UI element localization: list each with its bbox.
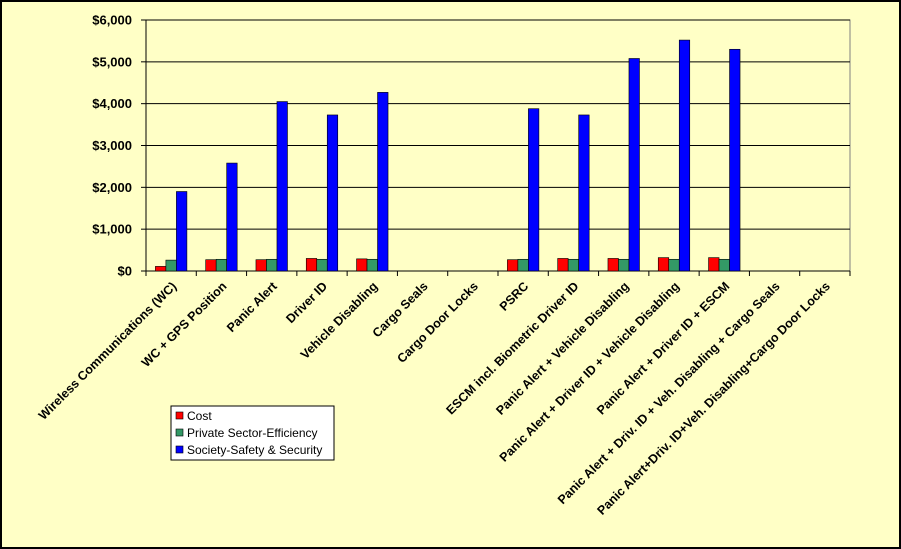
- bar-cost: [657, 257, 670, 272]
- bar-cost: [356, 258, 368, 272]
- bar-society-safety-security: [326, 114, 339, 272]
- bar-cost: [507, 259, 519, 272]
- y-tick-label: $2,000: [92, 180, 132, 195]
- legend: Cost Private Sector-Efficiency Society-Saf…: [170, 405, 335, 461]
- bar-society-safety-security: [729, 48, 741, 272]
- bar-cost: [155, 266, 167, 272]
- bar-cost: [205, 259, 217, 272]
- legend-box: [170, 405, 335, 461]
- bar-private-sector-efficiency: [165, 259, 177, 272]
- bar-cost: [255, 259, 267, 272]
- y-tick-label: $0: [118, 264, 132, 279]
- bar-private-sector-efficiency: [215, 258, 227, 272]
- bar-cost: [607, 258, 619, 272]
- bar-private-sector-efficiency: [366, 258, 378, 272]
- legend-label: Private Sector-Efficiency: [187, 426, 318, 440]
- bar-private-sector-efficiency: [517, 258, 529, 272]
- y-tick-label: $5,000: [92, 54, 132, 69]
- bar-society-safety-security: [176, 191, 188, 272]
- bar-society-safety-security: [678, 39, 691, 272]
- legend-swatch: [175, 428, 184, 437]
- bar-private-sector-efficiency: [618, 258, 630, 272]
- bar-cost: [708, 257, 720, 272]
- bar-cost: [557, 258, 569, 272]
- bar-private-sector-efficiency: [567, 258, 579, 272]
- y-tick-label: $1,000: [92, 222, 132, 237]
- bar-society-safety-security: [578, 114, 590, 272]
- bar-society-safety-security: [628, 58, 640, 272]
- legend-label: Cost: [187, 409, 212, 423]
- bar-society-safety-security: [528, 108, 540, 272]
- legend-swatch: [175, 411, 184, 420]
- bar-private-sector-efficiency: [668, 258, 680, 272]
- legend-label: Society-Safety & Security: [187, 443, 322, 457]
- bar-society-safety-security: [226, 162, 238, 272]
- y-tick-label: $4,000: [92, 96, 132, 111]
- bar-private-sector-efficiency: [718, 258, 730, 272]
- bar-private-sector-efficiency: [316, 258, 328, 272]
- bar-cost: [305, 258, 318, 272]
- y-tick-label: $3,000: [92, 138, 132, 153]
- bar-society-safety-security: [377, 92, 389, 272]
- y-tick-label: $6,000: [92, 13, 132, 28]
- legend-swatch: [175, 445, 184, 454]
- bar-society-safety-security: [276, 101, 288, 272]
- bar-private-sector-efficiency: [266, 258, 278, 272]
